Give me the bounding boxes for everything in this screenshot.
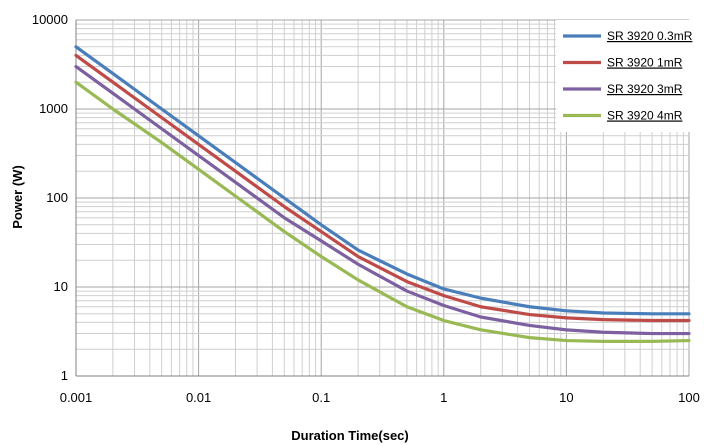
legend-label-4: SR 3920 4mR <box>607 109 683 123</box>
x-tick-label: 0.001 <box>60 390 93 405</box>
y-tick-label: 100 <box>46 190 68 205</box>
x-axis-title: Duration Time(sec) <box>291 428 409 443</box>
y-axis-title: Power (W) <box>10 165 25 229</box>
legend-label-1: SR 3920 0.3mR <box>607 29 693 43</box>
series-lines <box>74 45 691 343</box>
legend-label-3: SR 3920 3mR <box>607 82 683 96</box>
legend-label-2: SR 3920 1mR <box>607 56 683 70</box>
x-tick-label: 1 <box>440 390 447 405</box>
x-tick-label: 0.01 <box>186 390 211 405</box>
legend: SR 3920 0.3mR SR 3920 1mR SR 3920 3mR SR 39… <box>556 20 693 132</box>
x-tick-label: 100 <box>678 390 700 405</box>
axes: 0.001 0.01 0.1 1 10 100 1 10 100 1000 10000 <box>32 12 700 405</box>
y-tick-label: 1000 <box>39 101 68 116</box>
y-tick-label: 10 <box>54 279 68 294</box>
x-tick-label: 0.1 <box>312 390 330 405</box>
x-tick-label: 10 <box>559 390 573 405</box>
series-line-3 <box>74 64 691 336</box>
y-tick-label: 10000 <box>32 12 68 27</box>
legend-box <box>556 20 693 132</box>
series-line-1 <box>74 45 691 316</box>
series-line-2 <box>74 53 691 323</box>
series-line-4 <box>74 80 691 343</box>
y-tick-label: 1 <box>61 368 68 383</box>
